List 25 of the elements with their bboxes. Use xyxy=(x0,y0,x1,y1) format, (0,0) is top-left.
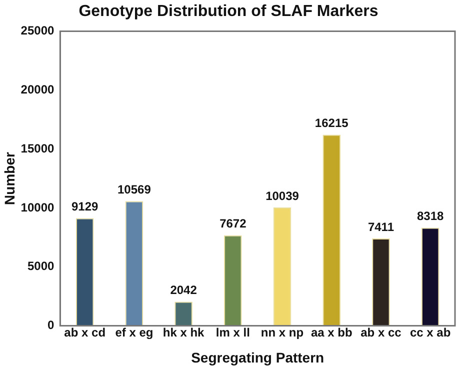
data-label: 9129 xyxy=(71,200,99,214)
data-label: 10569 xyxy=(118,182,152,197)
x-tick-label: ef x eg xyxy=(115,325,154,340)
data-label: 2042 xyxy=(170,283,198,298)
data-label: 7411 xyxy=(368,220,394,234)
chart-title: Genotype Distribution of SLAF Markers xyxy=(78,3,378,20)
x-tick-label: aa x bb xyxy=(310,325,352,340)
x-tick-label: ab x cc xyxy=(360,325,402,340)
y-axis-title: Number xyxy=(1,152,18,205)
data-label: 7672 xyxy=(220,216,247,231)
y-tick-label: 25000 xyxy=(20,24,54,38)
y-tick-label: 15000 xyxy=(20,141,54,156)
x-tick-label: nn x np xyxy=(260,325,304,340)
y-tick-label: 0 xyxy=(47,318,54,332)
x-axis-title: Segregating Pattern xyxy=(191,349,324,366)
x-tick-label: cc x ab xyxy=(410,325,451,340)
data-label: 8318 xyxy=(416,209,444,224)
y-tick-label: 20000 xyxy=(20,82,54,96)
data-label: 16215 xyxy=(314,116,349,130)
y-tick-label: 10000 xyxy=(20,200,54,214)
x-tick-label: ab x cd xyxy=(64,325,106,340)
x-tick-label: hk x hk xyxy=(162,325,205,340)
data-label: 10039 xyxy=(266,188,300,203)
x-tick-label: lm x ll xyxy=(216,325,250,340)
y-tick-label: 5000 xyxy=(27,259,54,274)
